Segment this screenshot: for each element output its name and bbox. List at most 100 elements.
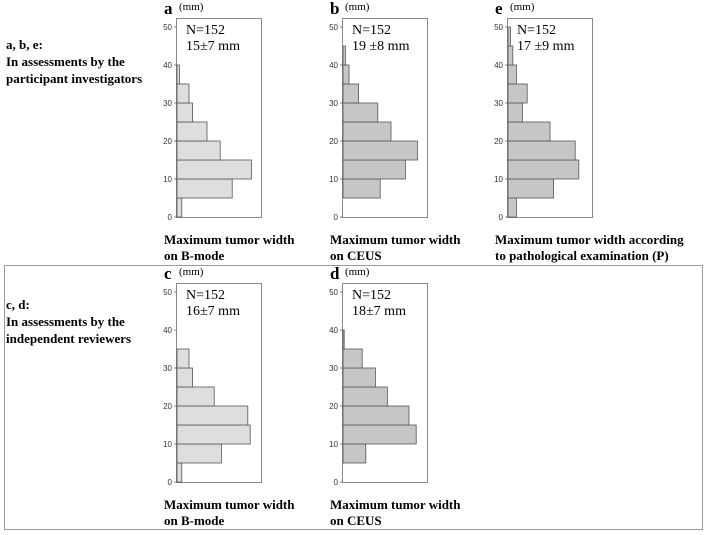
y-tick-label-40: 40 bbox=[494, 61, 503, 70]
histogram-bar-45-50 bbox=[507, 26, 511, 47]
panel-d-histogram: 0 10 20 30 40 50 bbox=[329, 288, 417, 487]
y-tick-label-30: 30 bbox=[329, 99, 338, 108]
histogram-bar-30-35 bbox=[176, 348, 190, 369]
histogram-bar-30-35 bbox=[176, 83, 190, 104]
group-label-participant-line2: In assessments by the bbox=[6, 54, 125, 69]
histogram-bar-25-30 bbox=[507, 102, 523, 123]
panel-e-caption-line2: to pathological examination (P) bbox=[495, 248, 669, 263]
panel-b-letter: b bbox=[330, 0, 340, 18]
y-tick-label-20: 20 bbox=[494, 137, 503, 146]
histogram-bar-30-35 bbox=[342, 348, 363, 369]
histogram-bar-15-20 bbox=[342, 405, 410, 426]
panel-b-histogram: 0 10 20 30 40 50 bbox=[329, 23, 418, 222]
panel-b-stat-label: 19 ±8 mm bbox=[352, 39, 410, 54]
panel-a-n-label: N=152 bbox=[186, 23, 226, 38]
histogram-bar-30-35 bbox=[507, 83, 528, 104]
y-tick-label-50: 50 bbox=[163, 23, 172, 32]
panel-c-unit: (mm) bbox=[179, 266, 204, 278]
histogram-bar-25-30 bbox=[342, 102, 379, 123]
panel-e-unit: (mm) bbox=[510, 1, 535, 13]
panel-e-histogram: 0 10 20 30 40 50 bbox=[494, 23, 580, 222]
histogram-bar-20-25 bbox=[342, 386, 388, 407]
histogram-bar-40-45 bbox=[507, 45, 514, 66]
y-tick-label-50: 50 bbox=[329, 288, 338, 297]
panel-c: c (mm) 0 10 20 30 40 50 N=152 16±7 mm Maximum… bbox=[163, 265, 304, 535]
y-tick-label-30: 30 bbox=[163, 364, 172, 373]
histogram-bar-25-30 bbox=[176, 367, 194, 388]
panel-c-caption: Maximum tumor width on B-mode bbox=[164, 497, 404, 529]
y-tick-label-20: 20 bbox=[163, 402, 172, 411]
panel-d-stat-label: 18±7 mm bbox=[352, 304, 406, 319]
histogram-bar-0-5 bbox=[176, 462, 183, 483]
panel-a: a (mm) 0 10 20 30 40 50 N=152 15±7 mm Maximum… bbox=[163, 0, 304, 270]
histogram-bar-5-10 bbox=[507, 178, 554, 199]
histogram-bar-35-40 bbox=[176, 64, 180, 85]
histogram-bar-40-45 bbox=[342, 45, 346, 66]
histogram-bar-0-5 bbox=[176, 197, 183, 218]
histogram-bar-20-25 bbox=[176, 121, 208, 142]
panel-b-caption-line2: on CEUS bbox=[330, 248, 382, 263]
panel-e-stats: N=152 17 ±9 mm bbox=[517, 23, 574, 55]
y-tick-label-40: 40 bbox=[163, 326, 172, 335]
panel-b: b (mm) 0 10 20 30 40 50 N=152 19 ±8 mm Maximu… bbox=[329, 0, 470, 270]
panel-a-stat-label: 15±7 mm bbox=[186, 39, 240, 54]
histogram-bar-35-40 bbox=[342, 64, 350, 85]
y-tick-label-0: 0 bbox=[499, 213, 504, 222]
panel-d: d (mm) 0 10 20 30 40 50 N=152 18±7 mm Maximum… bbox=[329, 264, 470, 535]
histogram-bar-15-20 bbox=[342, 140, 418, 161]
histogram-bar-15-20 bbox=[176, 140, 221, 161]
y-tick-label-10: 10 bbox=[329, 175, 338, 184]
panel-a-histogram: 0 10 20 30 40 50 bbox=[163, 23, 252, 222]
y-tick-label-30: 30 bbox=[163, 99, 172, 108]
panel-e-letter: e bbox=[495, 0, 503, 18]
panel-a-caption-line2: on B-mode bbox=[164, 248, 225, 263]
histogram-bar-5-10 bbox=[176, 443, 222, 464]
histogram-bar-20-25 bbox=[176, 386, 215, 407]
panel-c-n-label: N=152 bbox=[186, 288, 226, 303]
panel-b-unit: (mm) bbox=[345, 1, 370, 13]
group-label-independent-line3: independent reviewers bbox=[6, 331, 132, 346]
histogram-bar-10-15 bbox=[507, 159, 580, 180]
group-label-independent-line2: In assessments by the bbox=[6, 314, 125, 329]
histogram-bar-5-10 bbox=[342, 443, 367, 464]
panel-a-stats: N=152 15±7 mm bbox=[186, 23, 240, 55]
group-label-independent-line1: c, d: bbox=[6, 297, 30, 312]
panel-d-letter: d bbox=[330, 264, 340, 283]
y-tick-label-20: 20 bbox=[329, 402, 338, 411]
group-label-participant-line1: a, b, e: bbox=[6, 37, 43, 52]
histogram-bar-35-40 bbox=[507, 64, 517, 85]
histogram-bar-20-25 bbox=[342, 121, 392, 142]
histogram-bar-10-15 bbox=[342, 424, 417, 445]
panel-a-caption: Maximum tumor width on B-mode bbox=[164, 232, 404, 264]
panel-b-caption-line1: Maximum tumor width bbox=[330, 232, 461, 247]
y-tick-label-40: 40 bbox=[329, 326, 338, 335]
panel-b-caption: Maximum tumor width on CEUS bbox=[330, 232, 570, 264]
histogram-bar-0-5 bbox=[507, 197, 517, 218]
panel-a-unit: (mm) bbox=[179, 1, 204, 13]
panel-e-stat-label: 17 ±9 mm bbox=[517, 39, 575, 54]
y-tick-label-40: 40 bbox=[163, 61, 172, 70]
group-label-participant-line3: participant investigators bbox=[6, 71, 143, 86]
y-tick-label-0: 0 bbox=[168, 213, 173, 222]
histogram-bar-5-10 bbox=[176, 178, 233, 199]
y-tick-label-0: 0 bbox=[168, 478, 173, 487]
panel-b-n-label: N=152 bbox=[352, 23, 392, 38]
panel-e-n-label: N=152 bbox=[517, 23, 557, 38]
panel-d-stats: N=152 18±7 mm bbox=[352, 288, 406, 320]
independent-reviewers-box bbox=[4, 265, 703, 530]
y-tick-label-20: 20 bbox=[329, 137, 338, 146]
panel-d-caption-line1: Maximum tumor width bbox=[330, 497, 461, 512]
y-tick-label-40: 40 bbox=[329, 61, 338, 70]
panel-e: e (mm) 0 10 20 30 40 50 N=152 17 ±9 mm Maximu… bbox=[494, 0, 684, 270]
y-tick-label-30: 30 bbox=[494, 99, 503, 108]
panel-d-unit: (mm) bbox=[345, 266, 370, 278]
panel-b-stats: N=152 19 ±8 mm bbox=[352, 23, 409, 55]
y-tick-label-50: 50 bbox=[329, 23, 338, 32]
y-tick-label-10: 10 bbox=[163, 440, 172, 449]
panel-d-caption-line2: on CEUS bbox=[330, 513, 382, 528]
y-tick-label-50: 50 bbox=[163, 288, 172, 297]
histogram-bar-10-15 bbox=[176, 424, 251, 445]
panel-e-caption-line1: Maximum tumor width according bbox=[495, 232, 684, 247]
panel-c-stats: N=152 16±7 mm bbox=[186, 288, 240, 320]
group-label-independent: c, d: In assessments by the independent … bbox=[6, 296, 131, 347]
